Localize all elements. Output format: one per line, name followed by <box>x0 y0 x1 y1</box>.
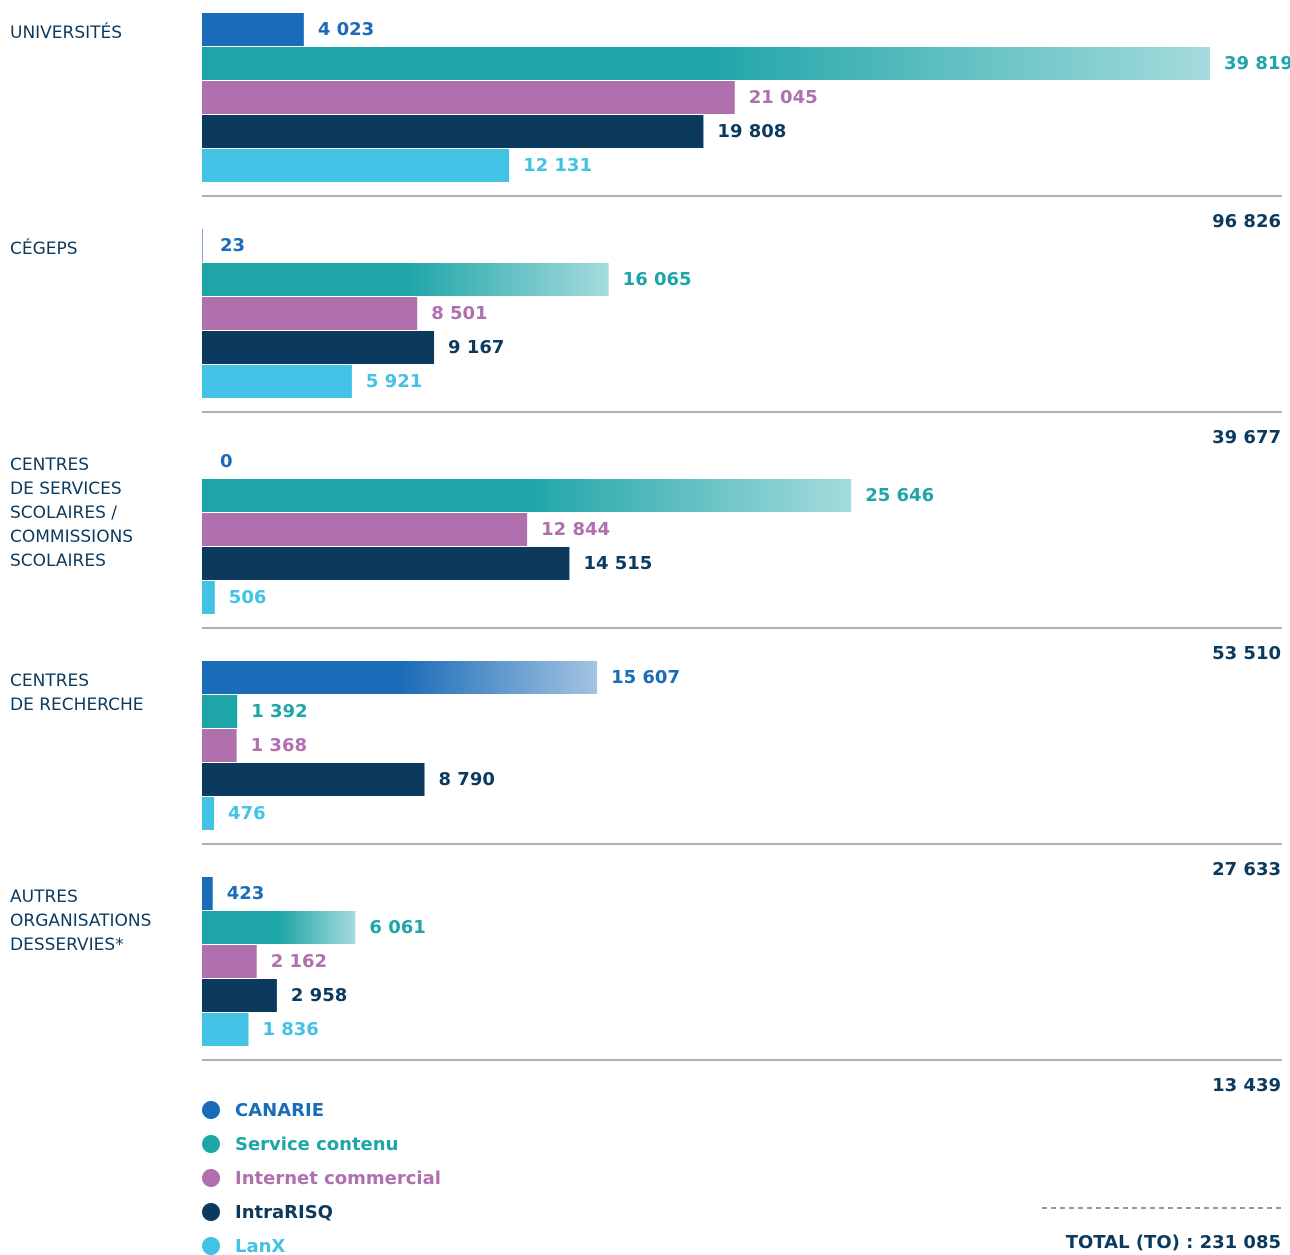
category-label: DESSERVIES* <box>10 935 124 955</box>
value-label: 12 844 <box>541 519 610 540</box>
value-label: 1 368 <box>251 735 307 756</box>
value-label: 506 <box>229 587 267 608</box>
value-label: 2 162 <box>271 951 327 972</box>
bar <box>202 695 238 728</box>
category-label: UNIVERSITÉS <box>10 21 122 43</box>
bar <box>202 945 257 978</box>
legend-label: LanX <box>235 1236 285 1255</box>
legend-swatch <box>202 1169 220 1187</box>
value-label: 19 808 <box>717 121 786 142</box>
value-label: 5 921 <box>366 371 422 392</box>
legend-swatch <box>202 1101 220 1119</box>
value-label: 6 061 <box>369 917 425 938</box>
bar <box>202 13 304 46</box>
value-label: 12 131 <box>523 155 592 176</box>
value-label: 423 <box>227 883 265 904</box>
legend-label: Service contenu <box>235 1134 398 1155</box>
legend-swatch <box>202 1237 220 1255</box>
category-label: CÉGEPS <box>10 237 78 259</box>
group-total: 27 633 <box>1212 859 1281 880</box>
bar <box>202 331 435 364</box>
category-label: SCOLAIRES <box>10 551 106 571</box>
bar <box>202 115 704 148</box>
bar <box>202 47 1210 80</box>
category-label: COMMISSIONS <box>10 527 133 547</box>
bar <box>202 763 425 796</box>
category-label: CENTRES <box>10 455 89 475</box>
bar <box>202 661 598 694</box>
value-label: 4 023 <box>318 19 374 40</box>
legend-label: IntraRISQ <box>235 1202 333 1223</box>
value-label: 25 646 <box>865 485 934 506</box>
category-label: DE SERVICES <box>10 479 122 499</box>
category-label: DE RECHERCHE <box>10 695 144 715</box>
bar <box>202 911 356 944</box>
value-label: 2 958 <box>291 985 347 1006</box>
group-total: 39 677 <box>1212 427 1281 448</box>
grand-total: TOTAL (TO) : 231 085 <box>1066 1232 1281 1253</box>
bar <box>202 263 609 296</box>
legend-swatch <box>202 1135 220 1153</box>
value-label: 476 <box>228 803 266 824</box>
group-total: 96 826 <box>1212 211 1281 232</box>
category-label: ORGANISATIONS <box>10 911 151 931</box>
value-label: 14 515 <box>583 553 652 574</box>
bar <box>202 149 510 182</box>
value-label: 9 167 <box>448 337 504 358</box>
category-label: CENTRES <box>10 671 89 691</box>
value-label: 39 819 <box>1224 53 1290 74</box>
legend-label: CANARIE <box>235 1100 324 1121</box>
bar <box>202 547 570 580</box>
bar <box>202 229 203 262</box>
bar <box>202 979 277 1012</box>
bar <box>202 797 215 830</box>
bar <box>202 479 852 512</box>
bar <box>202 581 215 614</box>
bar <box>202 81 735 114</box>
bar <box>202 1013 249 1046</box>
category-label: AUTRES <box>10 887 78 907</box>
value-label: 1 836 <box>262 1019 318 1040</box>
value-label: 15 607 <box>611 667 680 688</box>
category-label: SCOLAIRES / <box>10 503 117 523</box>
value-label: 21 045 <box>749 87 818 108</box>
bar <box>202 297 418 330</box>
value-label: 0 <box>220 451 233 472</box>
legend-label: Internet commercial <box>235 1168 441 1189</box>
value-label: 16 065 <box>623 269 692 290</box>
value-label: 1 392 <box>251 701 307 722</box>
value-label: 23 <box>220 235 245 256</box>
group-total: 53 510 <box>1212 643 1281 664</box>
legend-swatch <box>202 1203 220 1221</box>
bar <box>202 365 352 398</box>
value-label: 8 790 <box>439 769 495 790</box>
bar <box>202 513 528 546</box>
value-label: 8 501 <box>431 303 487 324</box>
group-total: 13 439 <box>1212 1075 1281 1096</box>
bar <box>202 877 213 910</box>
bar <box>202 729 237 762</box>
